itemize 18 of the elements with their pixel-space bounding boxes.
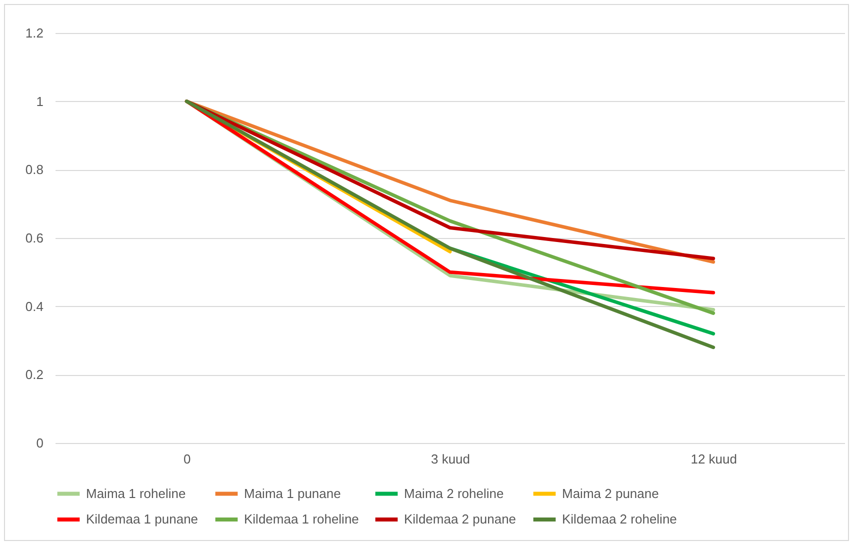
y-tick-label: 0.2: [25, 367, 44, 382]
legend-label: Kildemaa 2 roheline: [562, 512, 677, 526]
legend-label: Maima 2 punane: [562, 486, 659, 501]
y-tick-label: 0.8: [25, 162, 44, 178]
x-tick-label: 0: [184, 452, 191, 466]
x-tick-label: 12 kuud: [690, 452, 737, 466]
x-tick-label: 3 kuud: [430, 452, 470, 466]
y-tick-label: 0: [36, 436, 44, 450]
legend-label: Kildemaa 1 punane: [86, 512, 198, 526]
legend-label: Kildemaa 1 roheline: [244, 512, 359, 526]
y-tick-label: 0.6: [25, 230, 44, 246]
legend-label: Maima 1 roheline: [86, 486, 186, 501]
y-tick-label: 0.4: [25, 298, 44, 314]
legend-label: Kildemaa 2 punane: [404, 512, 516, 526]
y-tick-label: 1: [36, 94, 44, 109]
legend-label: Maima 2 roheline: [404, 486, 504, 501]
y-tick-label: 1.2: [25, 26, 44, 40]
legend-label: Maima 1 punane: [244, 486, 341, 501]
